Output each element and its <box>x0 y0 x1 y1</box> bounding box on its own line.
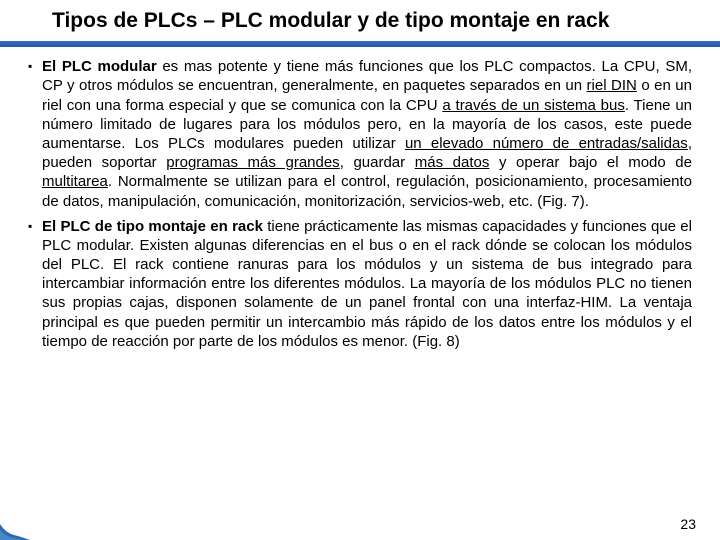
corner-accent-icon <box>0 514 30 540</box>
bullet-marker: ▪ <box>28 217 42 351</box>
underline-text: más datos <box>415 154 490 171</box>
underline-text: a través de un sistema bus <box>442 97 624 114</box>
slide-title: Tipos de PLCs – PLC modular y de tipo mo… <box>52 8 680 33</box>
bullet-item: ▪ El PLC de tipo montaje en rack tiene p… <box>28 217 692 351</box>
bold-lead: El PLC modular <box>42 58 157 75</box>
bullet-text-2: El PLC de tipo montaje en rack tiene prá… <box>42 217 692 351</box>
bullet-marker: ▪ <box>28 57 42 211</box>
underline-text: programas más grandes <box>166 154 339 171</box>
bold-lead: El PLC de tipo montaje en rack <box>42 218 263 235</box>
content-area: ▪ El PLC modular es mas potente y tiene … <box>0 47 720 351</box>
title-area: Tipos de PLCs – PLC modular y de tipo mo… <box>0 0 720 37</box>
bullet-item: ▪ El PLC modular es mas potente y tiene … <box>28 57 692 211</box>
underline-text: multitarea <box>42 173 108 190</box>
page-number: 23 <box>680 516 696 532</box>
bullet-text-1: El PLC modular es mas potente y tiene má… <box>42 57 692 211</box>
underline-text: un elevado número de entradas/salidas <box>405 135 688 152</box>
slide: Tipos de PLCs – PLC modular y de tipo mo… <box>0 0 720 540</box>
underline-text: riel DIN <box>587 77 637 94</box>
